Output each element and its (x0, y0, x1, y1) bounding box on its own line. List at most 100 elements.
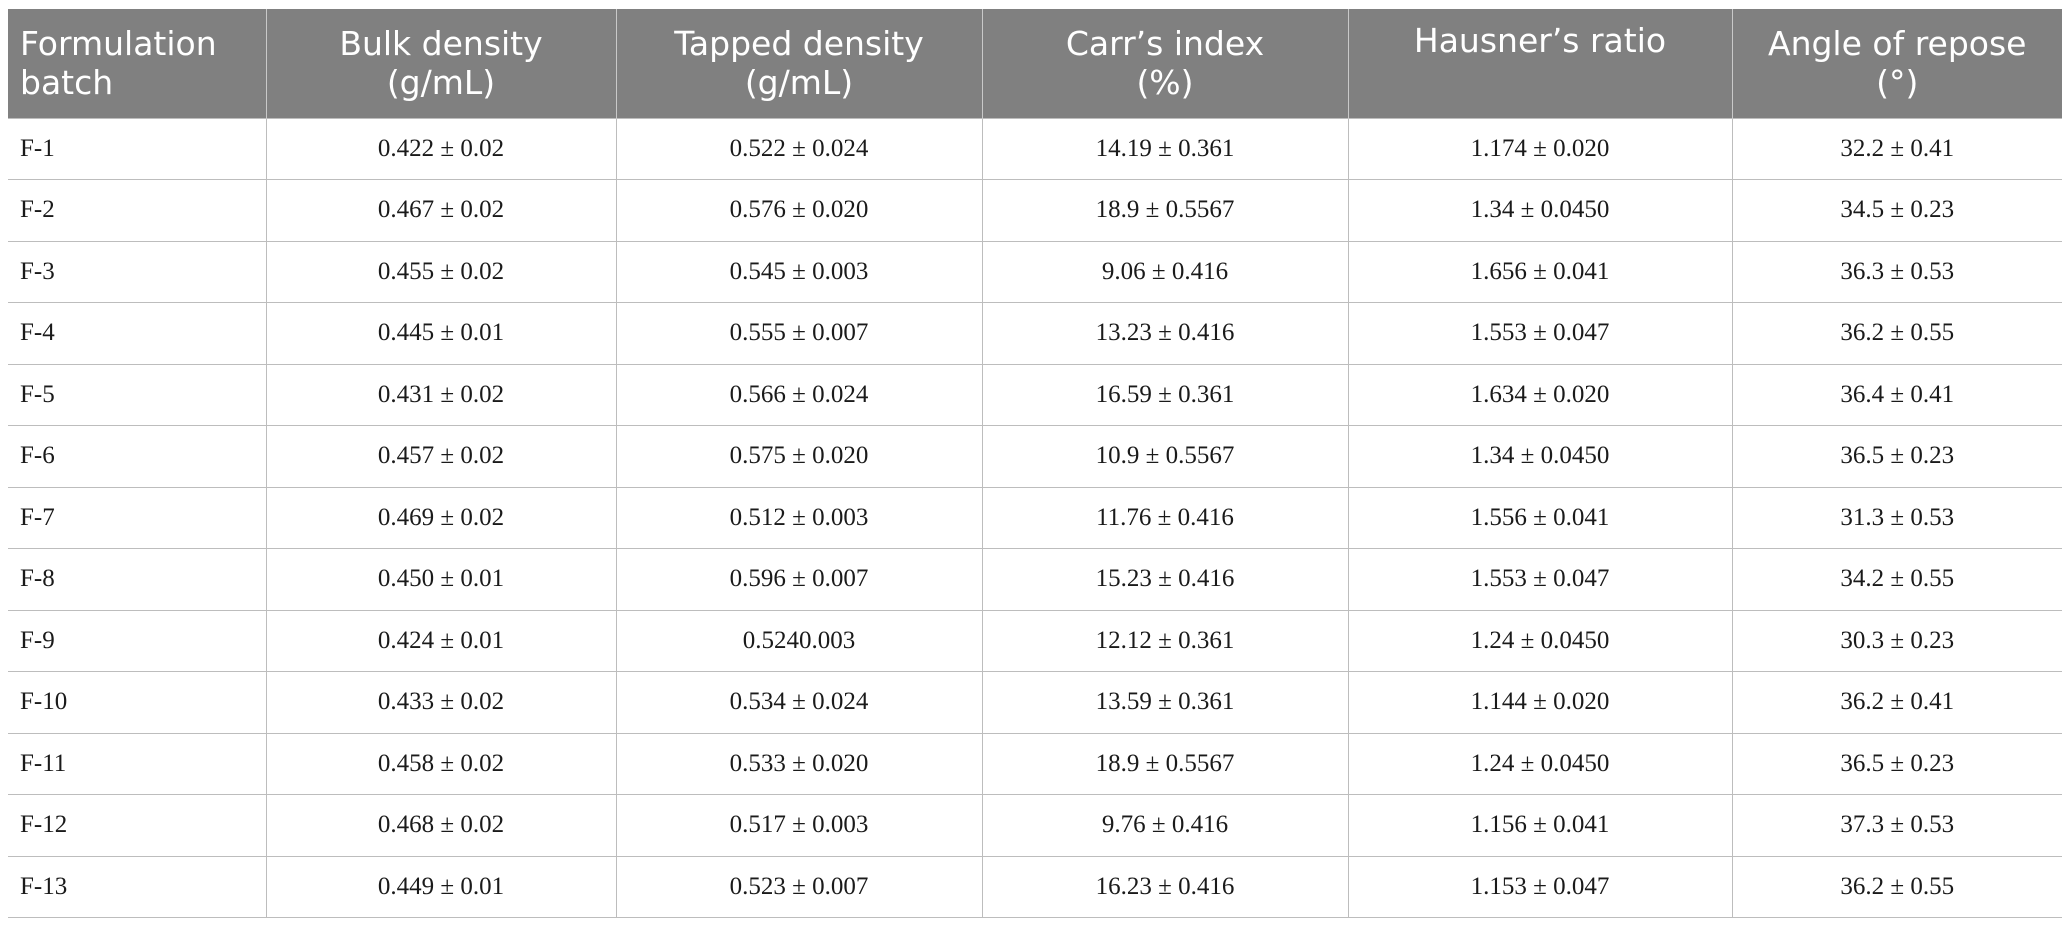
cell-carrs-index: 14.19 ± 0.361 (981, 117, 1349, 180)
header-line: Hausner’s ratio (1413, 21, 1667, 60)
cell-angle-of-repose: 36.5 ± 0.23 (1731, 732, 2062, 795)
cell-bulk-density: 0.431 ± 0.02 (265, 363, 617, 426)
cell-formulation-batch: F-4 (8, 302, 267, 365)
cell-bulk-density: 0.424 ± 0.01 (265, 609, 617, 672)
header-line: Carr’s index (1065, 24, 1265, 64)
table-row: F-5 0.431 ± 0.02 0.566 ± 0.024 16.59 ± 0.36… (8, 363, 2062, 426)
cell-carrs-index: 9.06 ± 0.416 (981, 240, 1349, 303)
cell-hausners-ratio: 1.556 ± 0.041 (1347, 486, 1733, 549)
cell-carrs-index: 16.59 ± 0.361 (981, 363, 1349, 426)
table-row: F-3 0.455 ± 0.02 0.545 ± 0.003 9.06 ± 0.416… (8, 240, 2062, 303)
cell-tapped-density: 0.596 ± 0.007 (615, 548, 983, 611)
cell-formulation-batch: F-8 (8, 548, 267, 611)
header-line: Formulation (20, 24, 217, 64)
header-line: (g/mL) (386, 63, 496, 103)
header-line: Angle of repose (1768, 24, 2027, 64)
cell-carrs-index: 18.9 ± 0.5567 (981, 732, 1349, 795)
cell-formulation-batch: F-10 (8, 671, 267, 734)
header-line: (g/mL) (744, 63, 854, 103)
cell-formulation-batch: F-1 (8, 117, 267, 180)
cell-formulation-batch: F-5 (8, 363, 267, 426)
cell-hausners-ratio: 1.553 ± 0.047 (1347, 302, 1733, 365)
table-row: F-13 0.449 ± 0.01 0.523 ± 0.007 16.23 ± 0.4… (8, 855, 2062, 918)
cell-carrs-index: 13.23 ± 0.416 (981, 302, 1349, 365)
header-line: (%) (1136, 63, 1194, 103)
cell-tapped-density: 0.523 ± 0.007 (615, 855, 983, 918)
cell-tapped-density: 0.566 ± 0.024 (615, 363, 983, 426)
header-formulation-batch: Formulation batch (8, 9, 267, 118)
table-row: F-2 0.467 ± 0.02 0.576 ± 0.020 18.9 ± 0.556… (8, 179, 2062, 242)
cell-tapped-density: 0.545 ± 0.003 (615, 240, 983, 303)
cell-carrs-index: 10.9 ± 0.5567 (981, 425, 1349, 488)
cell-bulk-density: 0.469 ± 0.02 (265, 486, 617, 549)
table-row: F-12 0.468 ± 0.02 0.517 ± 0.003 9.76 ± 0.41… (8, 794, 2062, 857)
table-row: F-9 0.424 ± 0.01 0.5240.003 12.12 ± 0.361 1.… (8, 609, 2062, 672)
header-tapped-density: Tapped density (g/mL) (616, 9, 983, 118)
cell-hausners-ratio: 1.553 ± 0.047 (1347, 548, 1733, 611)
cell-tapped-density: 0.555 ± 0.007 (615, 302, 983, 365)
cell-angle-of-repose: 34.5 ± 0.23 (1731, 179, 2062, 242)
cell-angle-of-repose: 37.3 ± 0.53 (1731, 794, 2062, 857)
table-row: F-6 0.457 ± 0.02 0.575 ± 0.020 10.9 ± 0.556… (8, 425, 2062, 488)
table-row: F-10 0.433 ± 0.02 0.534 ± 0.024 13.59 ± 0.3… (8, 671, 2062, 734)
cell-tapped-density: 0.5240.003 (615, 609, 983, 672)
cell-carrs-index: 16.23 ± 0.416 (981, 855, 1349, 918)
cell-angle-of-repose: 36.2 ± 0.41 (1731, 671, 2062, 734)
table-container: Formulation batch Bulk density (g/mL) Tapp… (8, 9, 2068, 918)
cell-angle-of-repose: 36.2 ± 0.55 (1731, 302, 2062, 365)
header-line: Bulk density (339, 24, 543, 64)
cell-hausners-ratio: 1.34 ± 0.0450 (1347, 179, 1733, 242)
cell-hausners-ratio: 1.144 ± 0.020 (1347, 671, 1733, 734)
cell-hausners-ratio: 1.634 ± 0.020 (1347, 363, 1733, 426)
cell-carrs-index: 13.59 ± 0.361 (981, 671, 1349, 734)
cell-angle-of-repose: 36.5 ± 0.23 (1731, 425, 2062, 488)
cell-bulk-density: 0.467 ± 0.02 (265, 179, 617, 242)
cell-formulation-batch: F-12 (8, 794, 267, 857)
cell-carrs-index: 18.9 ± 0.5567 (981, 179, 1349, 242)
header-line: (°) (1876, 63, 1919, 103)
cell-bulk-density: 0.457 ± 0.02 (265, 425, 617, 488)
cell-bulk-density: 0.449 ± 0.01 (265, 855, 617, 918)
table-row: F-11 0.458 ± 0.02 0.533 ± 0.020 18.9 ± 0.55… (8, 732, 2062, 795)
cell-bulk-density: 0.455 ± 0.02 (265, 240, 617, 303)
header-line: batch (20, 63, 114, 103)
cell-carrs-index: 9.76 ± 0.416 (981, 794, 1349, 857)
cell-carrs-index: 15.23 ± 0.416 (981, 548, 1349, 611)
cell-formulation-batch: F-6 (8, 425, 267, 488)
cell-carrs-index: 11.76 ± 0.416 (981, 486, 1349, 549)
cell-tapped-density: 0.576 ± 0.020 (615, 179, 983, 242)
header-bulk-density: Bulk density (g/mL) (266, 9, 617, 118)
cell-formulation-batch: F-7 (8, 486, 267, 549)
cell-tapped-density: 0.534 ± 0.024 (615, 671, 983, 734)
cell-angle-of-repose: 31.3 ± 0.53 (1731, 486, 2062, 549)
header-angle-of-repose: Angle of repose (°) (1732, 9, 2062, 118)
cell-bulk-density: 0.450 ± 0.01 (265, 548, 617, 611)
header-hausners-ratio: Hausner’s ratio (1348, 9, 1733, 118)
cell-hausners-ratio: 1.34 ± 0.0450 (1347, 425, 1733, 488)
table-row: F-4 0.445 ± 0.01 0.555 ± 0.007 13.23 ± 0.41… (8, 302, 2062, 365)
table-row: F-8 0.450 ± 0.01 0.596 ± 0.007 15.23 ± 0.41… (8, 548, 2062, 611)
cell-tapped-density: 0.575 ± 0.020 (615, 425, 983, 488)
cell-hausners-ratio: 1.156 ± 0.041 (1347, 794, 1733, 857)
cell-hausners-ratio: 1.656 ± 0.041 (1347, 240, 1733, 303)
cell-angle-of-repose: 36.2 ± 0.55 (1731, 855, 2062, 918)
cell-angle-of-repose: 36.3 ± 0.53 (1731, 240, 2062, 303)
cell-bulk-density: 0.433 ± 0.02 (265, 671, 617, 734)
powder-properties-table: Formulation batch Bulk density (g/mL) Tapp… (8, 9, 2062, 918)
cell-tapped-density: 0.517 ± 0.003 (615, 794, 983, 857)
cell-hausners-ratio: 1.24 ± 0.0450 (1347, 609, 1733, 672)
cell-angle-of-repose: 32.2 ± 0.41 (1731, 117, 2062, 180)
cell-hausners-ratio: 1.153 ± 0.047 (1347, 855, 1733, 918)
cell-angle-of-repose: 30.3 ± 0.23 (1731, 609, 2062, 672)
cell-hausners-ratio: 1.174 ± 0.020 (1347, 117, 1733, 180)
header-row: Formulation batch Bulk density (g/mL) Tapp… (8, 9, 2062, 118)
table-row: F-7 0.469 ± 0.02 0.512 ± 0.003 11.76 ± 0.41… (8, 486, 2062, 549)
cell-formulation-batch: F-3 (8, 240, 267, 303)
cell-formulation-batch: F-11 (8, 732, 267, 795)
cell-bulk-density: 0.422 ± 0.02 (265, 117, 617, 180)
cell-bulk-density: 0.458 ± 0.02 (265, 732, 617, 795)
cell-tapped-density: 0.522 ± 0.024 (615, 117, 983, 180)
cell-formulation-batch: F-13 (8, 855, 267, 918)
cell-tapped-density: 0.512 ± 0.003 (615, 486, 983, 549)
cell-bulk-density: 0.445 ± 0.01 (265, 302, 617, 365)
